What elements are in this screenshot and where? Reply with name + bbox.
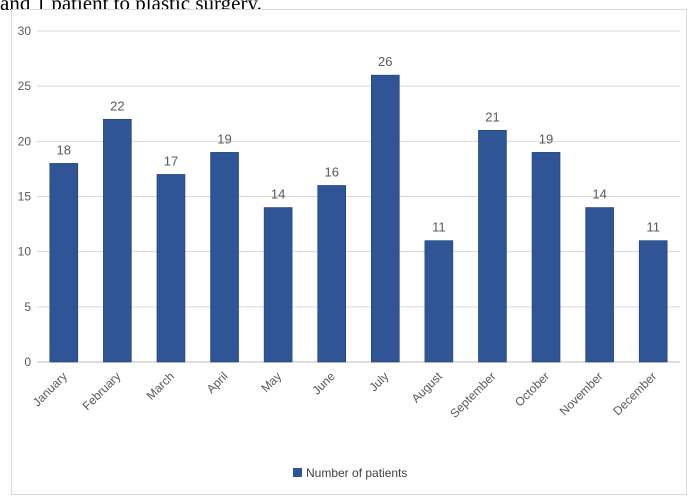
bar	[478, 130, 507, 363]
bar	[531, 152, 561, 363]
y-tick-label: 15	[18, 190, 32, 204]
legend-label: Number of patients	[306, 466, 407, 480]
data-label: 14	[271, 187, 285, 202]
data-label: 26	[378, 54, 392, 69]
bar	[424, 240, 454, 363]
bar	[585, 207, 614, 363]
x-tick-label: December	[610, 369, 659, 418]
x-tick-label: August	[409, 369, 446, 406]
data-label: 14	[592, 187, 606, 202]
bar	[49, 163, 79, 363]
data-label: 17	[164, 153, 178, 168]
x-tick-label: January	[30, 369, 70, 409]
data-label: 19	[539, 131, 553, 146]
legend-swatch	[293, 468, 302, 477]
data-label: 21	[485, 109, 499, 124]
gridlines	[37, 30, 680, 363]
y-tick-label: 25	[18, 79, 32, 93]
data-label: 22	[110, 98, 124, 113]
data-label: 11	[646, 220, 660, 235]
bar	[210, 152, 239, 363]
bar	[263, 207, 293, 363]
x-tick-label: October	[512, 369, 552, 409]
x-axis-ticks: January February March April May June July Augu…	[30, 369, 660, 421]
bar	[156, 174, 186, 363]
bar	[103, 118, 132, 363]
data-label: 16	[324, 164, 338, 179]
data-label: 11	[432, 220, 446, 235]
legend: Number of patients	[293, 466, 407, 480]
bar	[317, 185, 347, 363]
x-tick-label: November	[557, 369, 606, 418]
x-tick-label: March	[144, 369, 177, 402]
data-label: 19	[217, 131, 231, 146]
x-tick-label: June	[310, 369, 339, 398]
y-tick-label: 0	[24, 355, 31, 369]
x-tick-label: February	[80, 369, 124, 413]
y-tick-label: 10	[18, 245, 32, 259]
x-tick-label: July	[366, 369, 391, 394]
x-tick-label: April	[204, 369, 231, 396]
y-tick-label: 30	[18, 24, 32, 38]
y-tick-label: 20	[18, 134, 32, 148]
y-tick-label: 5	[24, 300, 31, 314]
bar	[370, 74, 400, 363]
data-label: 18	[57, 142, 71, 157]
x-tick-label: May	[258, 369, 284, 395]
y-axis-ticks: 0 5 10 15 20 25 30	[18, 24, 32, 369]
x-tick-label: September	[447, 369, 498, 420]
bars	[49, 74, 668, 363]
bar	[638, 240, 668, 363]
data-labels: 18 22 17 19 14 16 26 11 21 19 14 11	[57, 54, 660, 235]
